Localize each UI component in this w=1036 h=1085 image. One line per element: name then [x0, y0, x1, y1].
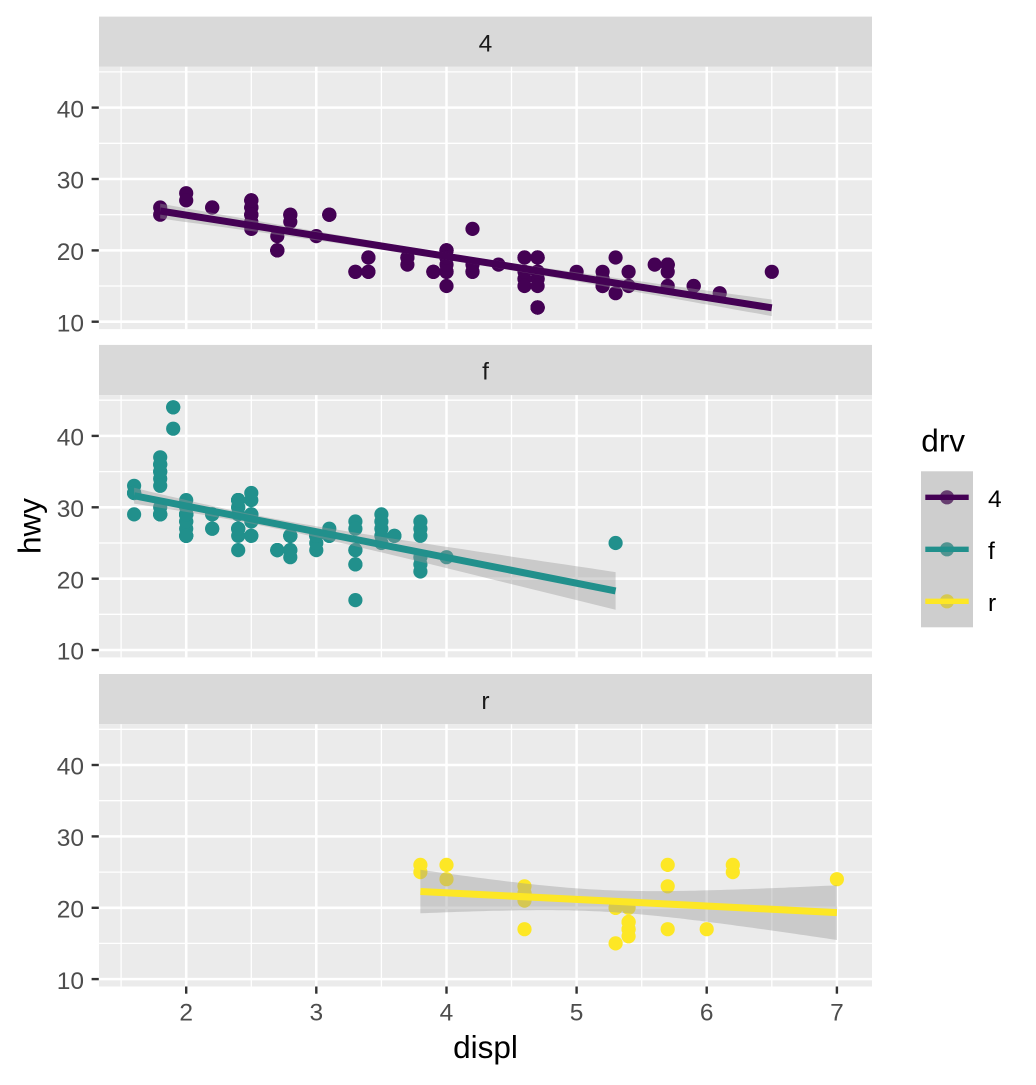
- svg-text:10: 10: [57, 968, 84, 995]
- svg-text:30: 30: [57, 825, 84, 852]
- svg-text:40: 40: [57, 754, 84, 781]
- svg-text:f: f: [482, 359, 489, 386]
- svg-text:drv: drv: [921, 422, 965, 458]
- svg-text:40: 40: [57, 96, 84, 123]
- svg-text:4: 4: [479, 30, 493, 57]
- svg-text:4: 4: [988, 486, 1002, 513]
- svg-text:2: 2: [179, 999, 193, 1026]
- svg-text:20: 20: [57, 897, 84, 924]
- svg-text:r: r: [481, 688, 489, 715]
- svg-text:f: f: [988, 538, 995, 565]
- svg-text:20: 20: [57, 567, 84, 594]
- svg-text:displ: displ: [453, 1029, 518, 1065]
- svg-text:20: 20: [57, 239, 84, 266]
- svg-text:30: 30: [57, 496, 84, 523]
- svg-text:4: 4: [440, 999, 454, 1026]
- svg-text:6: 6: [700, 999, 714, 1026]
- svg-text:10: 10: [57, 639, 84, 666]
- svg-text:10: 10: [57, 310, 84, 337]
- svg-text:40: 40: [57, 425, 84, 452]
- svg-text:3: 3: [309, 999, 323, 1026]
- svg-text:30: 30: [57, 168, 84, 195]
- svg-text:7: 7: [830, 999, 844, 1026]
- svg-text:hwy: hwy: [11, 498, 47, 554]
- svg-text:5: 5: [570, 999, 584, 1026]
- svg-text:r: r: [988, 590, 996, 617]
